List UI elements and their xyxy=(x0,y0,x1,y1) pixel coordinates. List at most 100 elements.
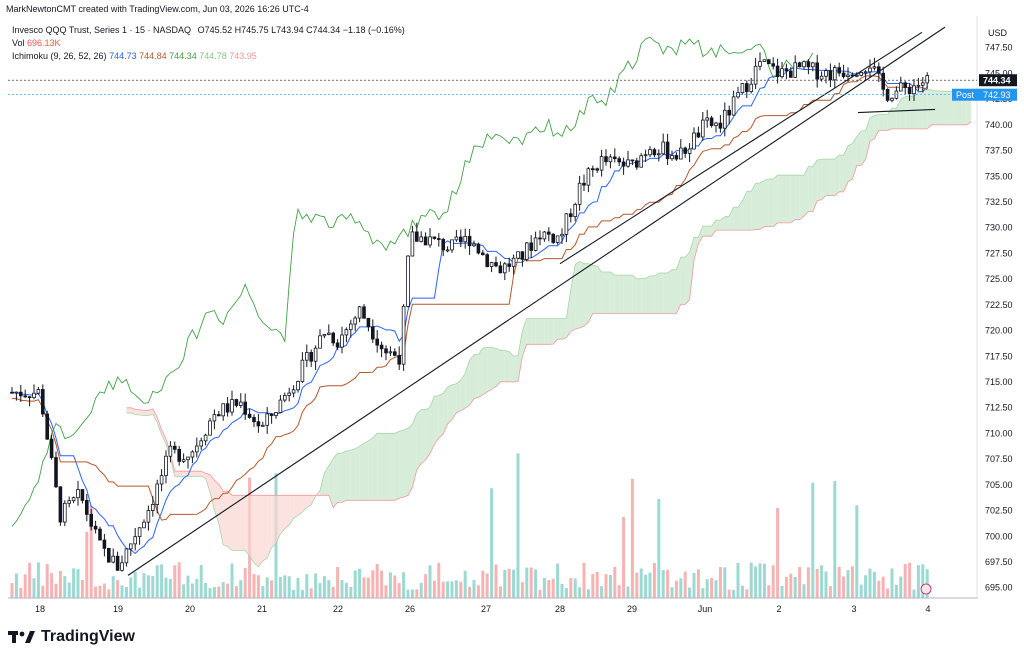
volume-bar xyxy=(604,574,608,598)
candle-body xyxy=(133,536,138,545)
candle-body xyxy=(925,75,929,84)
cloud-segment xyxy=(328,458,334,508)
volume-bar xyxy=(520,582,524,598)
candle xyxy=(410,225,415,257)
candle-body xyxy=(907,87,912,95)
candle xyxy=(775,58,780,84)
volume-bar xyxy=(802,584,806,598)
cloud-segment xyxy=(738,201,743,231)
candle xyxy=(353,315,357,332)
volume-line[interactable]: Vol 696.13K xyxy=(12,37,405,50)
volume-bar xyxy=(855,505,859,598)
candle-body xyxy=(397,354,401,365)
candle xyxy=(58,486,63,526)
volume-bar xyxy=(45,564,49,598)
price-axis: 747.50745.00742.50740.00737.50735.00732.… xyxy=(8,16,1013,599)
volume-bar xyxy=(397,583,401,598)
symbol-name[interactable]: Invesco QQQ Trust, Series 1 · 15 · NASDA… xyxy=(12,25,192,35)
candle xyxy=(27,396,32,407)
volume-bar xyxy=(305,574,309,598)
volume-bar xyxy=(762,563,766,598)
candle xyxy=(472,240,476,248)
volume-bar xyxy=(80,579,84,598)
support-line xyxy=(857,108,936,114)
candles xyxy=(10,52,929,572)
candle xyxy=(414,222,419,242)
volume-bar xyxy=(542,577,546,598)
cloud-segment xyxy=(346,450,351,501)
candle xyxy=(164,450,168,484)
volume-bar xyxy=(705,579,709,598)
candle-body xyxy=(745,83,749,92)
candle-body xyxy=(269,413,274,416)
cloud-segment xyxy=(474,354,479,399)
candle-body xyxy=(890,97,894,101)
candle-body xyxy=(573,203,577,217)
volume-bar xyxy=(718,567,722,598)
candle xyxy=(916,77,921,91)
candle-body xyxy=(749,83,753,92)
volume-bar xyxy=(512,569,516,598)
event-marker-icon[interactable] xyxy=(920,583,932,595)
volume-bar xyxy=(212,587,216,598)
candle-body xyxy=(740,83,745,94)
x-tick-label: 2 xyxy=(776,604,781,614)
cloud-segment xyxy=(284,495,290,529)
candle-body xyxy=(564,213,569,235)
candle xyxy=(621,157,626,175)
candle-body xyxy=(291,389,296,394)
y-tick-label: 737.50 xyxy=(985,146,1013,156)
candle-body xyxy=(137,527,142,538)
candle xyxy=(120,555,124,572)
candle xyxy=(652,147,657,158)
candle-body xyxy=(476,243,481,254)
candle-body xyxy=(318,335,322,349)
cloud-segment xyxy=(355,446,360,501)
cloud-segment xyxy=(324,465,329,496)
cloud-segment xyxy=(408,424,413,496)
cloud-segment xyxy=(306,495,312,508)
cloud-segment xyxy=(588,263,593,323)
candle-body xyxy=(868,67,872,73)
candle-body xyxy=(146,510,151,523)
volume-bar xyxy=(362,577,366,598)
candle xyxy=(648,146,652,158)
trendline-major xyxy=(127,26,946,576)
kijun-line xyxy=(11,75,928,521)
candle xyxy=(348,319,353,338)
candle xyxy=(260,421,265,427)
cloud-segment xyxy=(733,207,738,231)
candle-body xyxy=(841,72,846,77)
cloud-segment xyxy=(654,272,659,314)
volume-bar xyxy=(459,581,463,598)
currency-label: USD xyxy=(988,28,1008,38)
candle xyxy=(894,86,899,100)
candle xyxy=(357,305,362,323)
volume-bar xyxy=(204,582,208,598)
candle xyxy=(436,233,441,247)
candle-body xyxy=(414,231,419,242)
candle-body xyxy=(419,236,423,242)
candle xyxy=(639,153,643,168)
candle xyxy=(296,380,300,393)
candle xyxy=(868,59,872,78)
candle xyxy=(516,251,520,260)
candle xyxy=(511,254,516,275)
candle-body xyxy=(150,504,155,511)
ichimoku-line[interactable]: Ichimoku (9, 26, 52, 26) 744.73 744.84 7… xyxy=(12,50,405,63)
cloud-segment xyxy=(135,409,140,415)
symbol-line[interactable]: Invesco QQQ Trust, Series 1 · 15 · NASDA… xyxy=(12,24,405,37)
price-tags: 744.34 Post 742.93 xyxy=(8,74,1017,595)
cloud-segment xyxy=(500,350,505,382)
cloud-segment xyxy=(513,355,518,382)
cloud-segment xyxy=(179,471,184,477)
volume-bar xyxy=(221,582,225,598)
candle-body xyxy=(234,399,239,406)
cloud-segment xyxy=(196,471,202,477)
candle xyxy=(142,519,146,529)
volume-value: 696.13K xyxy=(27,38,61,48)
volume-bar xyxy=(850,566,854,598)
cloud-segment xyxy=(394,431,400,501)
candle xyxy=(815,54,819,88)
